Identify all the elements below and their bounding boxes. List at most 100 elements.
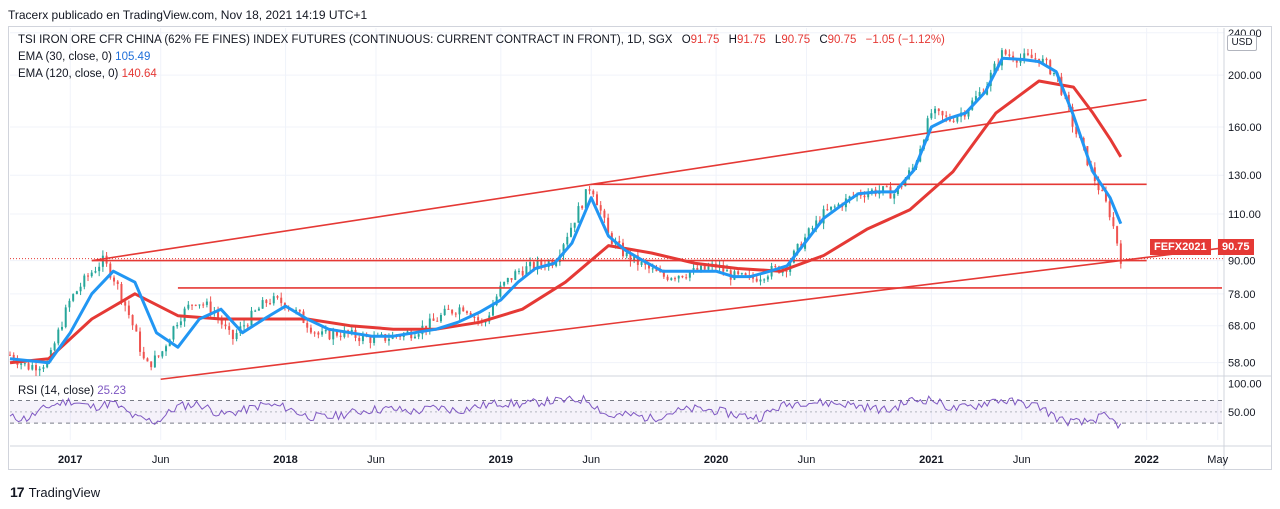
- candle-body: [317, 332, 320, 335]
- low-value: 90.75: [781, 34, 811, 46]
- candle-body: [235, 333, 238, 340]
- candle-body: [57, 329, 60, 344]
- candle-body: [696, 267, 699, 272]
- candle-body: [1075, 126, 1078, 135]
- candle-body: [599, 205, 602, 211]
- ema30-legend[interactable]: EMA (30, close, 0) 105.49: [18, 51, 150, 63]
- candle-body: [677, 275, 680, 279]
- candle-body: [473, 316, 476, 318]
- candle-body: [811, 228, 814, 230]
- candle-body: [700, 265, 703, 272]
- candle-body: [447, 308, 450, 310]
- currency-button[interactable]: USD: [1227, 35, 1257, 51]
- ema30-label: EMA (30, close, 0): [18, 51, 112, 63]
- candle-body: [830, 206, 833, 210]
- candle-body: [1119, 243, 1122, 264]
- trendline-lower-channel: [160, 247, 1223, 381]
- candle-body: [75, 291, 78, 295]
- candle-body: [755, 278, 758, 282]
- rsi-legend[interactable]: RSI (14, close) 25.23: [18, 385, 126, 397]
- candle-body: [525, 266, 528, 276]
- candle-body: [298, 309, 301, 312]
- candle-body: [967, 109, 970, 117]
- candle-body: [540, 260, 543, 266]
- candle-body: [465, 311, 468, 313]
- candle-body: [934, 108, 937, 114]
- candle-body: [566, 236, 569, 245]
- candle-body: [165, 346, 168, 352]
- candle-body: [941, 111, 944, 116]
- open-label: O: [681, 34, 691, 46]
- candle-body: [1112, 217, 1115, 227]
- candle-body: [1108, 201, 1111, 218]
- candle-body: [744, 273, 747, 276]
- candle-body: [588, 189, 591, 191]
- ema120-value: 140.64: [121, 68, 157, 80]
- low-label: L: [774, 34, 782, 46]
- candle-body: [261, 300, 264, 309]
- candle-body: [269, 303, 272, 305]
- candle-body: [205, 301, 208, 305]
- last-price-tag: 90.75: [1218, 239, 1254, 255]
- candle-body: [179, 321, 182, 325]
- candle-body: [807, 228, 810, 238]
- candle-body: [822, 209, 825, 224]
- candle-body: [629, 252, 632, 262]
- candle-body: [23, 363, 26, 365]
- candle-body: [774, 266, 777, 268]
- time-tick-label: Jun: [1013, 454, 1031, 466]
- candle-body: [592, 190, 595, 195]
- candle-body: [306, 322, 309, 328]
- candle-body: [272, 296, 275, 304]
- candle-body: [443, 308, 446, 315]
- candle-body: [254, 310, 257, 312]
- candle-body: [569, 227, 572, 237]
- candle-body: [681, 275, 684, 278]
- price-tick-label: 58.00: [1228, 358, 1256, 370]
- time-tick-label: Jun: [152, 454, 170, 466]
- candle-body: [573, 222, 576, 228]
- candle-body: [536, 260, 539, 270]
- candle-body: [625, 252, 628, 257]
- candle-body: [833, 206, 836, 208]
- candle-body: [863, 195, 866, 198]
- candle-body: [1034, 58, 1037, 60]
- symbol-title: TSI IRON ORE CFR CHINA (62% FE FINES) IN…: [18, 34, 673, 46]
- candle-body: [607, 217, 610, 234]
- candle-body: [737, 271, 740, 275]
- close-label: C: [819, 34, 828, 46]
- candle-body: [867, 192, 870, 198]
- ema120-legend[interactable]: EMA (120, close, 0) 140.64: [18, 68, 157, 80]
- candle-body: [1052, 72, 1055, 75]
- candle-body: [451, 309, 454, 314]
- candle-body: [116, 281, 119, 285]
- ema120-line: [9, 79, 1123, 365]
- candle-body: [506, 278, 509, 283]
- tradingview-footer[interactable]: 17 TradingView: [10, 484, 100, 500]
- candle-body: [64, 307, 67, 327]
- candle-body: [335, 331, 338, 336]
- candle-body: [209, 301, 212, 313]
- candle-body: [243, 325, 246, 327]
- candle-body: [532, 262, 535, 270]
- candle-body: [176, 324, 179, 327]
- rsi-line: [9, 394, 1122, 430]
- candle-body: [109, 263, 112, 278]
- candle-body: [142, 351, 145, 359]
- close-value: 90.75: [827, 34, 857, 46]
- candle-body: [462, 307, 465, 312]
- candle-body: [380, 334, 383, 336]
- candle-body: [9, 354, 11, 356]
- candle-body: [640, 262, 643, 265]
- candle-body: [848, 196, 851, 199]
- chart-container[interactable]: [8, 26, 1272, 470]
- candle-body: [202, 304, 205, 306]
- candle-body: [79, 286, 82, 292]
- candle-body: [198, 304, 201, 306]
- tradingview-brand: TradingView: [28, 484, 101, 500]
- price-tick-label: 90.00: [1228, 256, 1256, 268]
- candle-body: [257, 308, 260, 311]
- candle-body: [670, 278, 673, 280]
- candle-body: [31, 365, 34, 370]
